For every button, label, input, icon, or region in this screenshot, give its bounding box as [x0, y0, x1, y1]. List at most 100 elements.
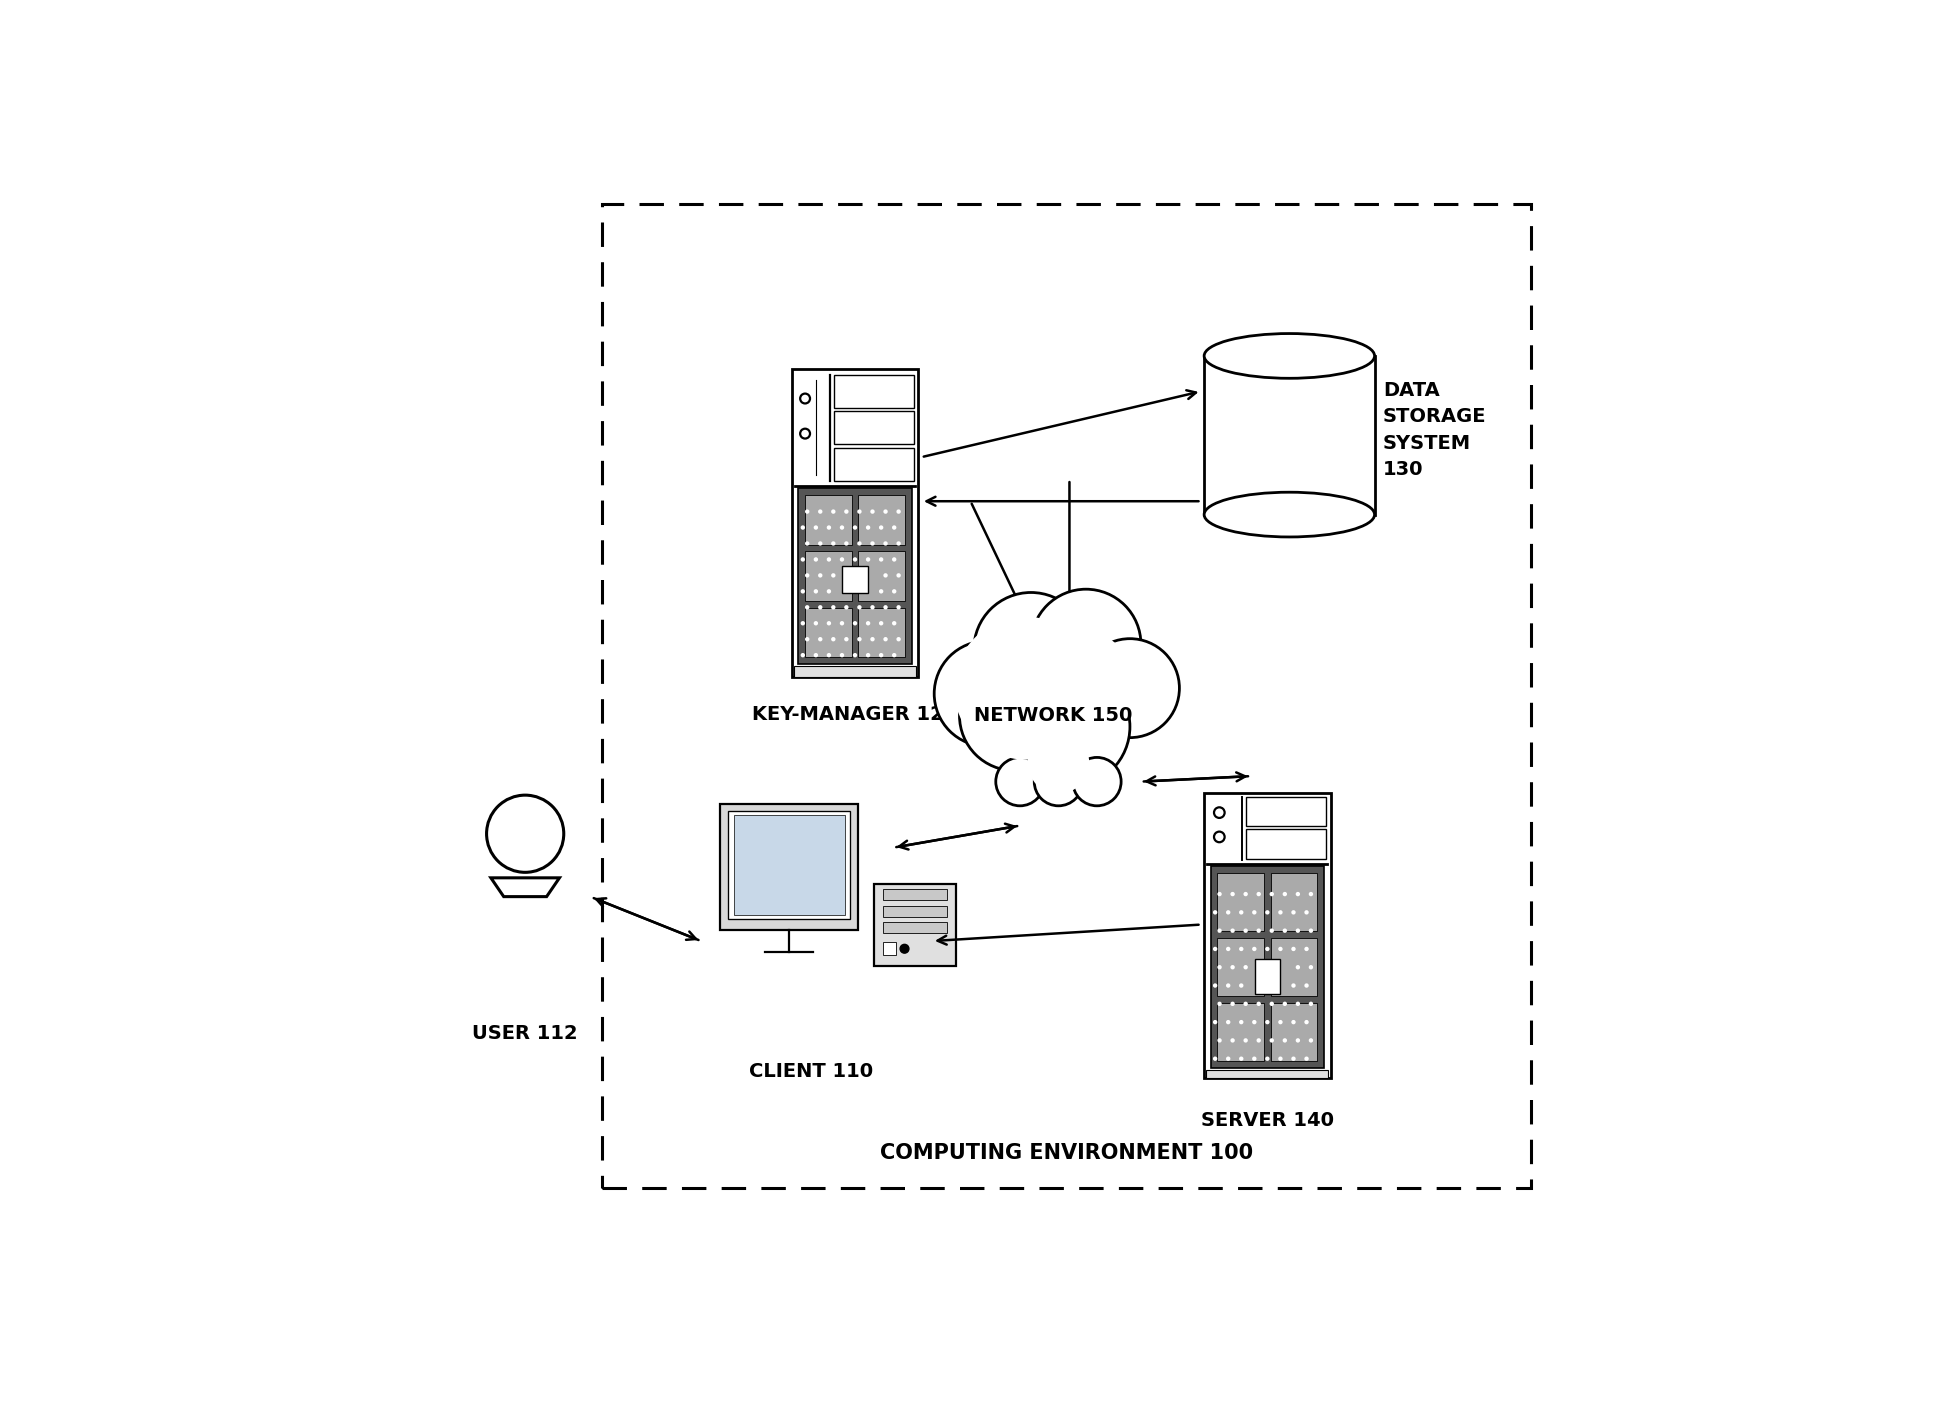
Circle shape: [857, 541, 861, 545]
Circle shape: [1278, 1020, 1282, 1024]
Circle shape: [830, 541, 836, 545]
Circle shape: [804, 605, 808, 610]
Bar: [1217, 873, 1264, 931]
Circle shape: [1296, 1001, 1299, 1005]
Circle shape: [1225, 1020, 1229, 1024]
Circle shape: [1251, 947, 1256, 951]
Circle shape: [1217, 928, 1221, 932]
Circle shape: [892, 557, 896, 561]
Circle shape: [865, 526, 869, 530]
Bar: [1247, 797, 1325, 827]
Circle shape: [843, 510, 847, 514]
Circle shape: [865, 557, 869, 561]
Bar: [873, 884, 955, 967]
Circle shape: [843, 637, 847, 641]
Circle shape: [1282, 1001, 1286, 1005]
Text: SERVER 140: SERVER 140: [1200, 1111, 1333, 1131]
Circle shape: [869, 541, 875, 545]
Circle shape: [996, 757, 1043, 805]
Bar: [1204, 356, 1374, 514]
Circle shape: [1213, 831, 1223, 843]
Circle shape: [1217, 892, 1221, 897]
Circle shape: [800, 557, 804, 561]
Bar: [857, 496, 904, 544]
Text: DATA
STORAGE
SYSTEM
130: DATA STORAGE SYSTEM 130: [1382, 380, 1485, 478]
Text: NETWORK 150: NETWORK 150: [973, 705, 1131, 725]
Circle shape: [1217, 965, 1221, 970]
Circle shape: [1290, 984, 1296, 988]
Circle shape: [896, 573, 900, 577]
Circle shape: [1278, 910, 1282, 914]
Circle shape: [830, 637, 836, 641]
Circle shape: [1264, 910, 1268, 914]
Circle shape: [973, 593, 1088, 707]
Circle shape: [883, 637, 887, 641]
Circle shape: [953, 617, 1096, 760]
Bar: [1209, 867, 1323, 1068]
Circle shape: [818, 510, 822, 514]
Circle shape: [804, 637, 808, 641]
Circle shape: [1303, 1057, 1307, 1061]
Bar: [834, 447, 914, 481]
Circle shape: [840, 653, 843, 657]
Circle shape: [1251, 910, 1256, 914]
Circle shape: [1303, 947, 1307, 951]
Bar: [1270, 873, 1317, 931]
Bar: [883, 942, 894, 955]
Circle shape: [1211, 947, 1217, 951]
Circle shape: [1229, 965, 1235, 970]
Circle shape: [883, 605, 887, 610]
Circle shape: [1296, 928, 1299, 932]
Circle shape: [857, 510, 861, 514]
Circle shape: [826, 653, 830, 657]
Circle shape: [883, 573, 887, 577]
Circle shape: [853, 526, 857, 530]
Circle shape: [830, 605, 836, 610]
Circle shape: [826, 557, 830, 561]
Bar: [857, 608, 904, 657]
Circle shape: [1072, 757, 1121, 805]
Circle shape: [892, 653, 896, 657]
Circle shape: [1239, 1020, 1243, 1024]
Circle shape: [892, 590, 896, 594]
Circle shape: [826, 621, 830, 625]
Circle shape: [1243, 892, 1247, 897]
Circle shape: [892, 621, 896, 625]
Circle shape: [1290, 947, 1296, 951]
Bar: [842, 565, 867, 594]
Circle shape: [1303, 910, 1307, 914]
Circle shape: [1251, 1057, 1256, 1061]
Circle shape: [843, 605, 847, 610]
Text: USER 112: USER 112: [472, 1024, 577, 1042]
Circle shape: [857, 605, 861, 610]
Circle shape: [1303, 984, 1307, 988]
Circle shape: [1014, 628, 1135, 748]
Circle shape: [869, 510, 875, 514]
Circle shape: [896, 541, 900, 545]
Circle shape: [840, 557, 843, 561]
Circle shape: [1225, 1057, 1229, 1061]
Bar: [834, 374, 914, 408]
Circle shape: [1243, 928, 1247, 932]
Circle shape: [1307, 892, 1313, 897]
Circle shape: [1278, 1057, 1282, 1061]
Circle shape: [1251, 1020, 1256, 1024]
Bar: [1270, 1002, 1317, 1061]
Ellipse shape: [1204, 493, 1374, 537]
Circle shape: [1225, 947, 1229, 951]
Circle shape: [1225, 910, 1229, 914]
Circle shape: [879, 557, 883, 561]
Circle shape: [1229, 892, 1235, 897]
Circle shape: [487, 795, 564, 873]
Circle shape: [840, 526, 843, 530]
Bar: [720, 804, 857, 930]
Circle shape: [865, 621, 869, 625]
Circle shape: [896, 637, 900, 641]
Bar: [603, 204, 1530, 1188]
Polygon shape: [491, 878, 560, 897]
Circle shape: [1303, 1020, 1307, 1024]
Bar: [804, 608, 851, 657]
Circle shape: [883, 541, 887, 545]
Bar: [798, 488, 912, 664]
Circle shape: [879, 526, 883, 530]
